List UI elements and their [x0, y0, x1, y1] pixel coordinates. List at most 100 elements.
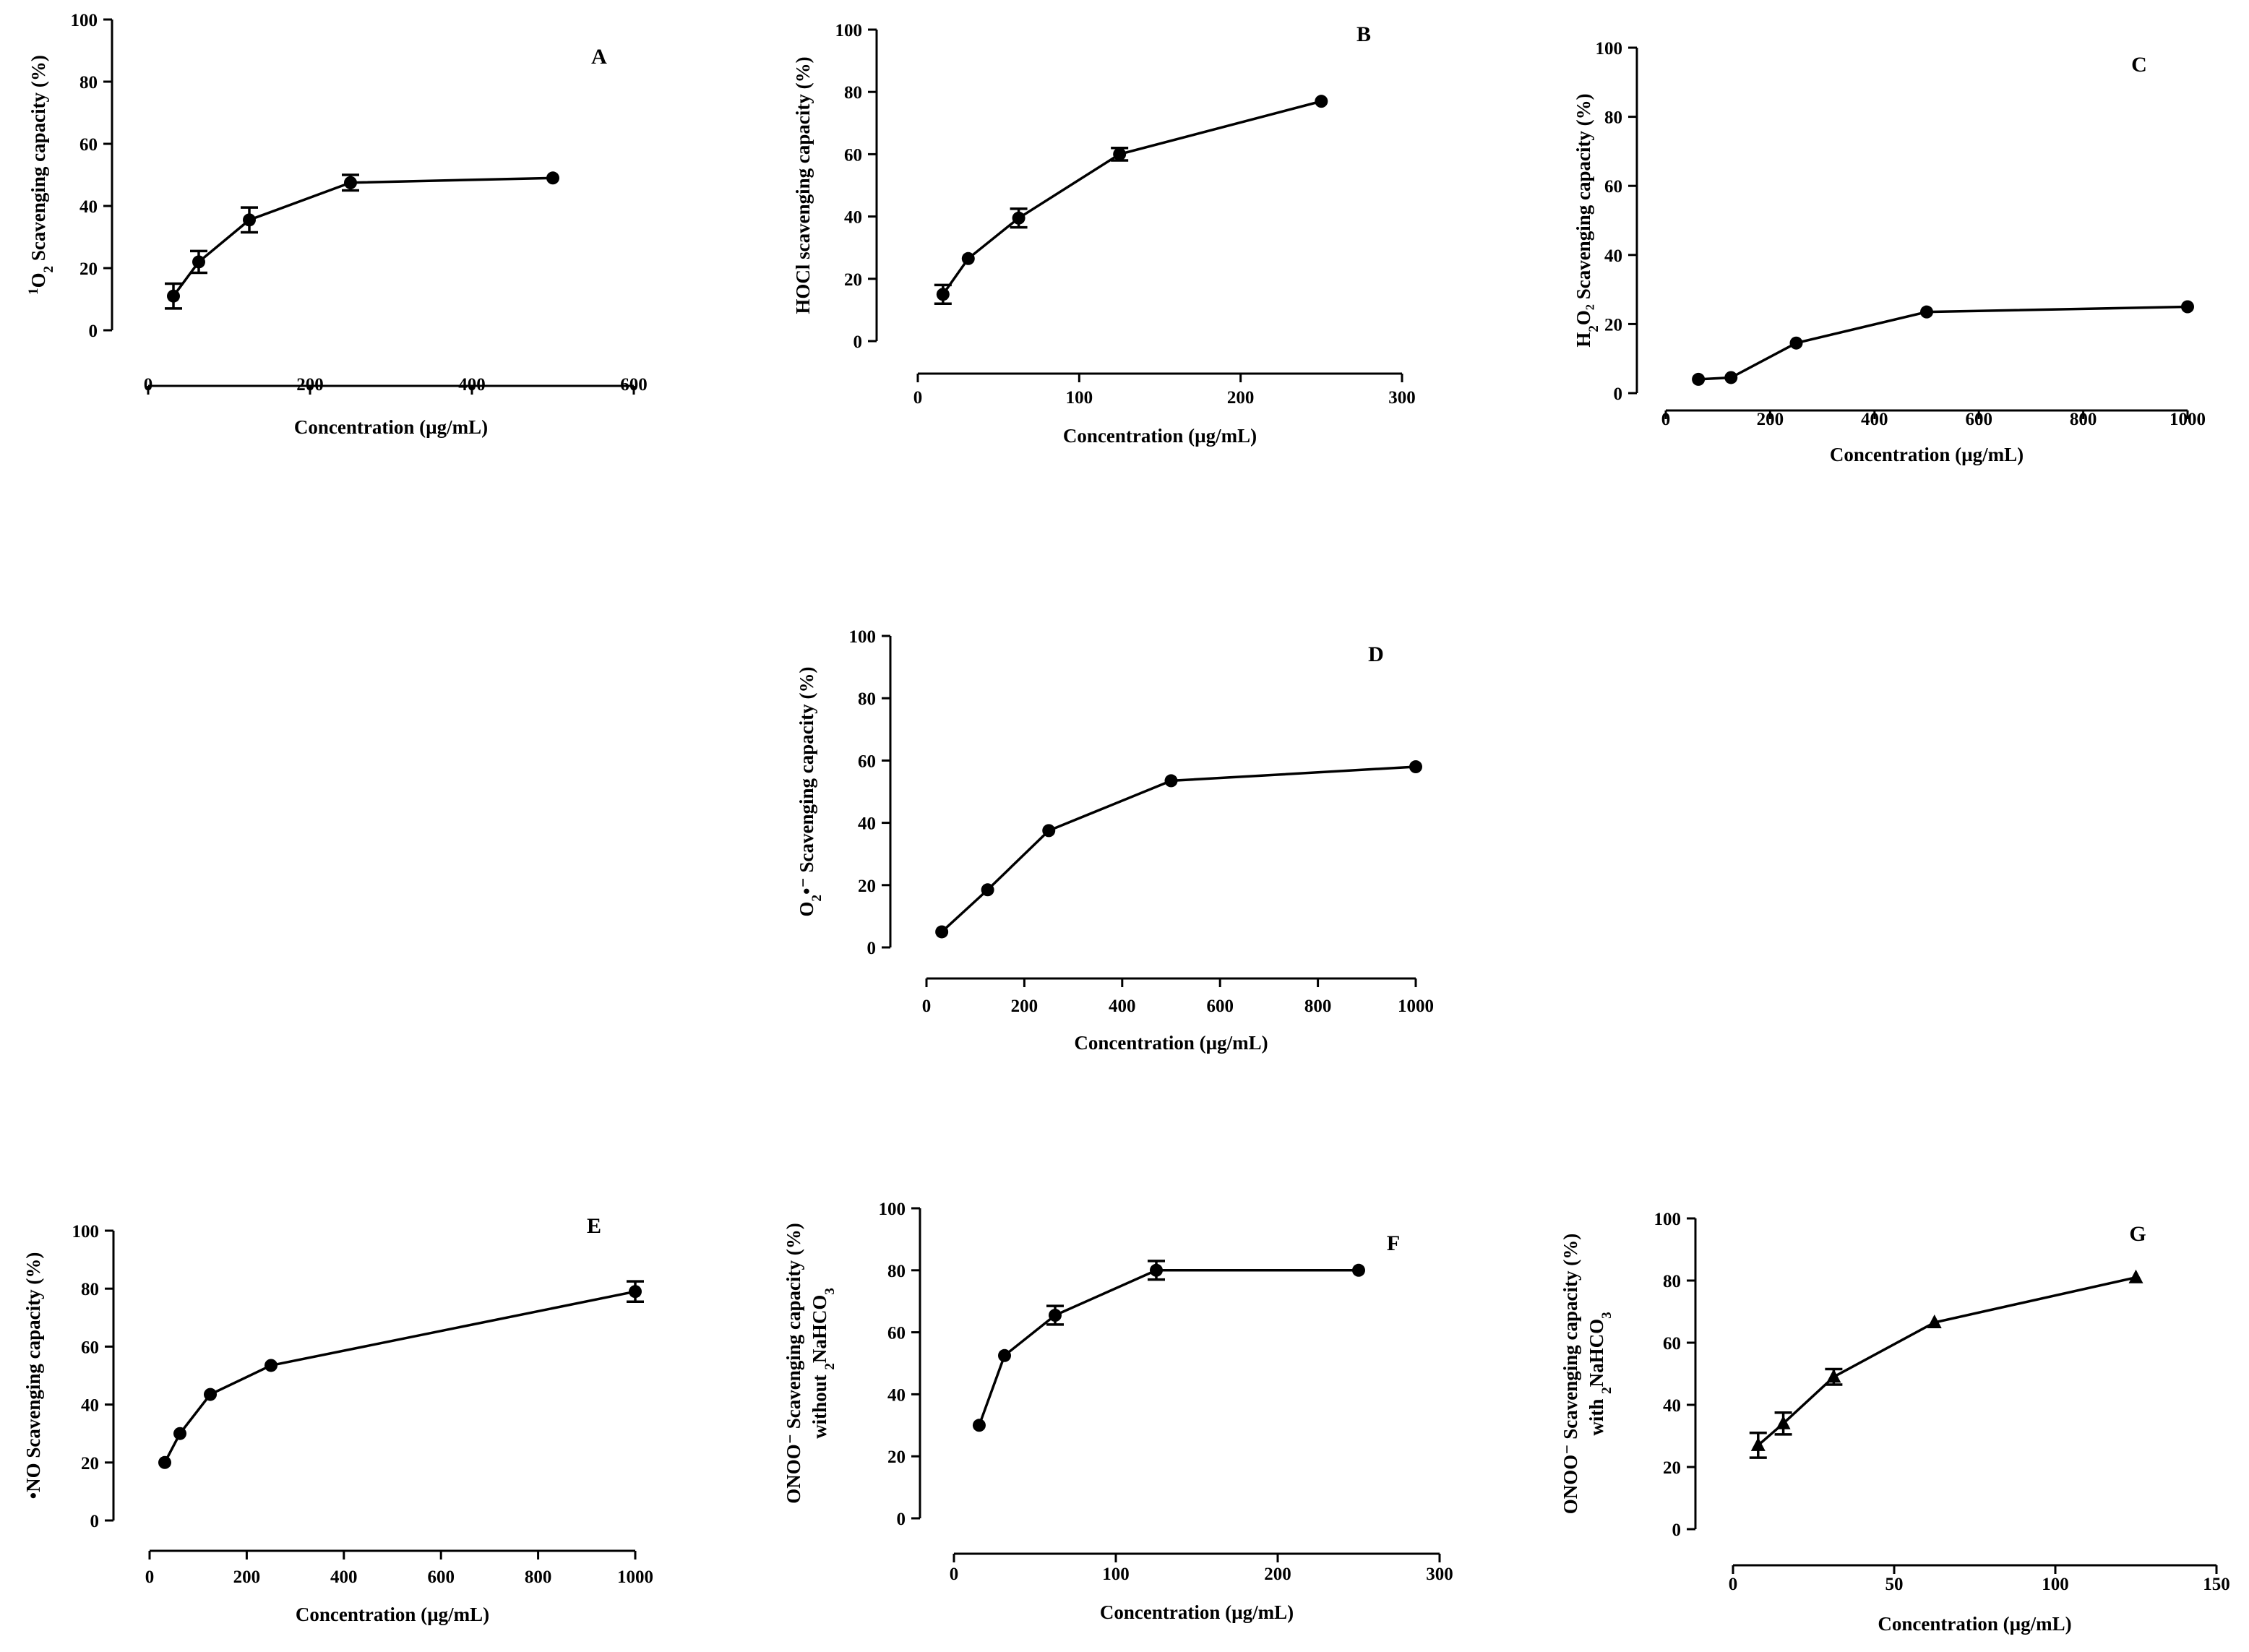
y-tick-label: 60	[1604, 177, 1622, 197]
data-point	[1042, 824, 1056, 838]
x-tick-label: 0	[950, 1565, 959, 1584]
data-point	[961, 251, 975, 265]
x-axis-title: Concentration (µg/mL)	[1830, 444, 2024, 465]
y-tick-label: 0	[853, 332, 863, 352]
y-axis-title-part: ONOO⁻ Scavenging capacity (%)	[1560, 1234, 1581, 1514]
y-tick-label: 100	[835, 21, 863, 40]
y-tick-label: 80	[1604, 108, 1622, 128]
data-point	[1692, 372, 1706, 386]
panel-letter: F	[1387, 1231, 1400, 1255]
data-point	[981, 883, 994, 897]
y-tick-label: 20	[81, 1454, 99, 1474]
y-tick-label: 100	[1654, 1210, 1682, 1229]
x-axis-title: Concentration (µg/mL)	[294, 416, 488, 438]
y-axis-title-part: 2	[809, 895, 825, 902]
data-point	[265, 1359, 278, 1372]
y-axis-subtitle: without 2NaHCO3	[809, 1288, 838, 1439]
data-point	[1724, 371, 1738, 384]
y-axis-title-part: •	[22, 1492, 44, 1499]
y-axis-title-part: 1	[26, 288, 41, 295]
data-point	[935, 925, 949, 939]
y-axis-title: 1O2 Scavenging capacity (%)	[26, 55, 56, 295]
data-point	[204, 1388, 217, 1401]
y-tick-label: 100	[71, 11, 98, 30]
x-tick-label: 100	[2042, 1575, 2069, 1594]
y-axis-subtitle-part: 3	[822, 1288, 838, 1295]
y-tick-label: 20	[887, 1447, 906, 1467]
y-tick-label: 60	[844, 145, 862, 165]
y-axis-title-part: Scavenging capacity (%)	[27, 55, 49, 266]
y-tick-label: 80	[844, 83, 862, 103]
y-tick-label: 40	[858, 814, 876, 834]
y-tick-label: 60	[79, 135, 98, 155]
y-tick-label: 80	[81, 1280, 99, 1299]
series-line	[1757, 1275, 2136, 1447]
data-point	[936, 288, 950, 301]
x-tick-label: 200	[1011, 997, 1039, 1016]
x-tick-label: 200	[233, 1567, 261, 1587]
x-axis-title: Concentration (µg/mL)	[296, 1604, 489, 1625]
data-point	[1113, 147, 1127, 161]
y-tick-label: 40	[844, 208, 862, 228]
y-tick-label: 20	[844, 270, 862, 290]
x-tick-label: 0	[144, 375, 153, 395]
y-tick-label: 0	[1672, 1520, 1682, 1540]
x-tick-label: 1000	[1398, 997, 1434, 1016]
y-axis-title-part: O	[27, 272, 49, 288]
data-point	[167, 289, 180, 303]
data-point	[1352, 1263, 1365, 1277]
y-axis-subtitle-part: 3	[1599, 1312, 1614, 1319]
y-tick-label: 0	[89, 322, 98, 341]
y-tick-label: 40	[81, 1396, 99, 1416]
data-point	[1776, 1415, 1791, 1429]
y-tick-label: 100	[879, 1200, 906, 1219]
panel-letter: C	[2131, 53, 2147, 77]
panel-letter: G	[2129, 1222, 2146, 1246]
x-tick-label: 300	[1426, 1565, 1453, 1584]
panel-letter: A	[591, 45, 607, 69]
data-point	[1049, 1309, 1062, 1322]
y-tick-label: 80	[858, 689, 876, 709]
data-point	[344, 176, 357, 189]
x-tick-label: 400	[330, 1567, 358, 1587]
y-tick-label: 40	[1663, 1396, 1681, 1416]
x-tick-label: 0	[145, 1567, 155, 1587]
x-tick-label: 800	[525, 1567, 552, 1587]
y-axis-title: •NO Scavenging capacity (%)	[22, 1252, 44, 1500]
y-axis-subtitle: with 2NaHCO3	[1586, 1312, 1614, 1435]
series-line	[940, 765, 1416, 933]
y-tick-label: 100	[1596, 39, 1623, 59]
chart-panel-g: 0 20 40 60 80 100 0 50 100 150 Concentration (µg/m…	[1560, 1210, 2230, 1635]
data-point	[2181, 300, 2194, 314]
x-tick-label: 200	[1757, 410, 1784, 429]
y-axis-title-part: O	[796, 901, 817, 916]
x-tick-label: 1000	[617, 1567, 653, 1587]
y-axis-title: ONOO⁻ Scavenging capacity (%)	[1560, 1234, 1581, 1514]
data-point	[1315, 95, 1328, 108]
x-tick-label: 400	[458, 375, 486, 395]
x-axis-title: Concentration (µg/mL)	[1878, 1613, 2071, 1635]
y-axis-title-part: •⁻ Scavenging capacity (%)	[796, 667, 817, 895]
data-point	[1920, 305, 1933, 319]
x-axis-title: Concentration (µg/mL)	[1074, 1032, 1268, 1054]
x-tick-label: 600	[1206, 997, 1234, 1016]
y-axis-title-part: 2	[41, 266, 56, 273]
y-tick-label: 60	[887, 1324, 906, 1343]
y-tick-label: 80	[1663, 1272, 1681, 1291]
series-line	[163, 1290, 636, 1463]
data-point	[972, 1419, 986, 1432]
y-axis-title-part: HOCl scavenging capacity (%)	[792, 56, 814, 314]
y-tick-label: 0	[90, 1512, 100, 1531]
y-axis-subtitle-part: 2	[822, 1363, 838, 1370]
x-tick-label: 600	[620, 375, 648, 395]
x-tick-label: 1000	[2170, 410, 2206, 429]
x-tick-label: 0	[1661, 410, 1671, 429]
x-tick-label: 100	[1102, 1565, 1130, 1584]
panel-letter: D	[1368, 642, 1384, 666]
chart-panel-a: 0 20 40 60 80 100 0 200 400 600 Concentration (µg/…	[26, 11, 648, 438]
y-axis-title: H2O₂ Scavenging capacity (%)	[1573, 93, 1601, 347]
data-point	[173, 1427, 186, 1440]
